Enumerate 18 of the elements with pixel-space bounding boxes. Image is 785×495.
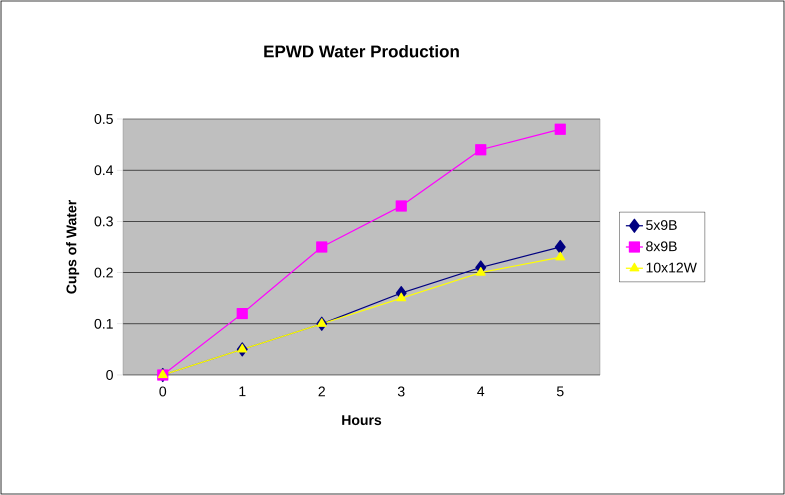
x-tick-label: 1 <box>239 386 246 396</box>
x-axis-title: Hours <box>342 415 382 426</box>
legend-label: 10x12W <box>646 262 697 273</box>
legend-label: 5x9B <box>646 220 677 230</box>
y-tick-label: 0.3 <box>94 216 113 226</box>
y-tick-label: 0.4 <box>94 165 114 176</box>
x-tick-label: 3 <box>398 386 405 396</box>
x-tick-label: 0 <box>159 386 166 396</box>
chart-title: EPWD Water Production <box>264 44 459 58</box>
y-tick-label: 0 <box>106 370 113 380</box>
x-tick-label: 5 <box>556 386 564 396</box>
legend-label: 8x9B <box>646 241 677 252</box>
y-axis-title: Cups of Water <box>66 200 80 294</box>
x-tick-label: 4 <box>477 386 484 396</box>
y-tick-label: 0.2 <box>94 268 113 278</box>
x-tick-label: 2 <box>318 386 325 396</box>
y-tick-label: 0.1 <box>94 318 113 329</box>
y-tick-label: 0.5 <box>94 114 113 124</box>
